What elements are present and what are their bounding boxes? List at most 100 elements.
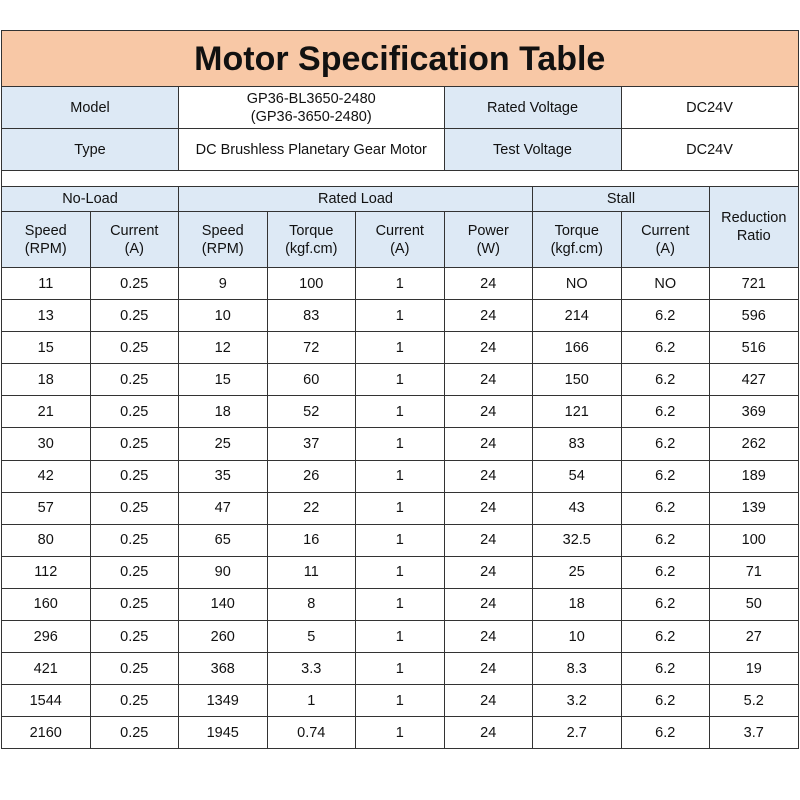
- table-cell: 30: [1, 427, 91, 461]
- spacer-row: [1, 170, 799, 187]
- table-cell: 16: [266, 523, 356, 557]
- table-cell: 0.25: [89, 652, 179, 686]
- table-cell: 516: [709, 331, 799, 365]
- table-row: 80 0.25 65 16 1 24 32.5 6.2 100: [1, 523, 799, 557]
- table-cell: 6.2: [620, 652, 710, 686]
- table-cell: 2.7: [532, 716, 622, 750]
- table-cell: 3.7: [709, 716, 799, 750]
- model-value-line1: GP36-BL3650-2480: [246, 90, 376, 107]
- rated-voltage-value: DC24V: [620, 86, 799, 129]
- column-header-line1: Torque: [554, 222, 599, 239]
- table-cell: 10: [532, 620, 622, 654]
- table-cell: 19: [709, 652, 799, 686]
- table-cell: 6.2: [620, 555, 710, 589]
- table-cell: 24: [443, 299, 533, 333]
- table-cell: 24: [443, 266, 533, 301]
- table-row: 2160 0.25 1945 0.74 1 24 2.7 6.2 3.7: [1, 716, 799, 750]
- table-cell: 24: [443, 491, 533, 525]
- table-cell: 90: [178, 555, 268, 589]
- table-row: 21 0.25 18 52 1 24 121 6.2 369: [1, 395, 799, 429]
- column-header: Current (A): [89, 211, 179, 268]
- table-cell: 83: [532, 427, 622, 461]
- table-cell: 0.25: [89, 299, 179, 333]
- table-cell: 1: [355, 716, 445, 750]
- table-cell: 8: [266, 587, 356, 622]
- table-cell: 0.74: [266, 716, 356, 750]
- column-header-line1: Torque: [289, 222, 334, 239]
- table-cell: 26: [266, 459, 356, 493]
- table-cell: 369: [709, 395, 799, 429]
- table-cell: 24: [443, 684, 533, 718]
- table-cell: 24: [443, 716, 533, 750]
- column-header-line1: Current: [641, 222, 690, 239]
- column-header: Current (A): [620, 211, 710, 268]
- table-row: 57 0.25 47 22 1 24 43 6.2 139: [1, 491, 799, 525]
- table-row: 42 0.25 35 26 1 24 54 6.2 189: [1, 459, 799, 493]
- table-cell: 0.25: [89, 395, 179, 429]
- table-cell: 18: [178, 395, 268, 429]
- table-row: 160 0.25 140 8 1 24 18 6.2 50: [1, 587, 799, 622]
- column-header-line1: Current: [110, 222, 159, 239]
- reduction-ratio-label: Reduction Ratio: [721, 210, 787, 244]
- table-cell: NO: [532, 266, 622, 301]
- table-cell: 596: [709, 299, 799, 333]
- column-header-line2: (A): [390, 240, 410, 257]
- table-cell: 1: [355, 299, 445, 333]
- group-stall: Stall: [532, 186, 710, 212]
- table-cell: 3.2: [532, 684, 622, 718]
- table-cell: 24: [443, 652, 533, 686]
- table-cell: 166: [532, 331, 622, 365]
- table-cell: 57: [1, 491, 91, 525]
- table-cell: 0.25: [89, 266, 179, 301]
- table-cell: 139: [709, 491, 799, 525]
- table-cell: 0.25: [89, 523, 179, 557]
- table-cell: 54: [532, 459, 622, 493]
- table-row: 15 0.25 12 72 1 24 166 6.2 516: [1, 331, 799, 365]
- table-cell: 27: [709, 620, 799, 654]
- table-cell: 6.2: [620, 363, 710, 397]
- model-label: Model: [1, 86, 179, 129]
- table-cell: 6.2: [620, 684, 710, 718]
- table-cell: 121: [532, 395, 622, 429]
- column-header-line2: (kgf.cm): [550, 240, 603, 257]
- table-row: 18 0.25 15 60 1 24 150 6.2 427: [1, 363, 799, 397]
- table-cell: 1: [355, 363, 445, 397]
- table-cell: 1: [355, 427, 445, 461]
- type-label: Type: [1, 128, 179, 171]
- table-cell: 22: [266, 491, 356, 525]
- rated-voltage-label: Rated Voltage: [443, 86, 622, 129]
- table-cell: 0.25: [89, 491, 179, 525]
- table-cell: 13: [1, 299, 91, 333]
- table-cell: 60: [266, 363, 356, 397]
- table-cell: 24: [443, 459, 533, 493]
- column-header: Speed (RPM): [1, 211, 91, 268]
- table-cell: 24: [443, 620, 533, 654]
- column-header-line2: (kgf.cm): [285, 240, 338, 257]
- table-cell: 296: [1, 620, 91, 654]
- table-cell: NO: [620, 266, 710, 301]
- model-value-line2: (GP36-3650-2480): [250, 108, 372, 125]
- test-voltage-value: DC24V: [620, 128, 799, 171]
- table-cell: 24: [443, 395, 533, 429]
- table-cell: 6.2: [620, 395, 710, 429]
- table-cell: 260: [178, 620, 268, 654]
- table-cell: 100: [266, 266, 356, 301]
- column-header-line1: Speed: [24, 222, 67, 239]
- table-cell: 6.2: [620, 523, 710, 557]
- table-row: 296 0.25 260 5 1 24 10 6.2 27: [1, 620, 799, 654]
- table-cell: 35: [178, 459, 268, 493]
- column-header: Speed (RPM): [178, 211, 268, 268]
- table-cell: 6.2: [620, 620, 710, 654]
- table-cell: 189: [709, 459, 799, 493]
- table-cell: 214: [532, 299, 622, 333]
- table-cell: 6.2: [620, 587, 710, 622]
- table-cell: 24: [443, 555, 533, 589]
- group-rated-load: Rated Load: [178, 186, 533, 212]
- table-cell: 3.3: [266, 652, 356, 686]
- table-cell: 721: [709, 266, 799, 301]
- table-cell: 9: [178, 266, 268, 301]
- table-cell: 10: [178, 299, 268, 333]
- type-value: DC Brushless Planetary Gear Motor: [178, 128, 445, 171]
- table-row: 421 0.25 368 3.3 1 24 8.3 6.2 19: [1, 652, 799, 686]
- table-cell: 1544: [1, 684, 91, 718]
